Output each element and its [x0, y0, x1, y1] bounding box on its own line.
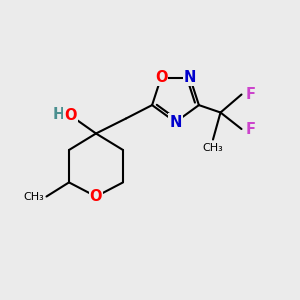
Text: O: O: [64, 108, 77, 123]
Text: F: F: [245, 87, 256, 102]
Text: N: N: [169, 115, 182, 130]
Text: F: F: [245, 122, 256, 136]
Text: N: N: [184, 70, 196, 85]
Text: H: H: [53, 107, 65, 122]
Text: CH₃: CH₃: [202, 143, 224, 153]
Text: CH₃: CH₃: [23, 192, 44, 202]
Text: O: O: [90, 189, 102, 204]
Text: -: -: [64, 107, 70, 122]
Text: O: O: [155, 70, 167, 85]
